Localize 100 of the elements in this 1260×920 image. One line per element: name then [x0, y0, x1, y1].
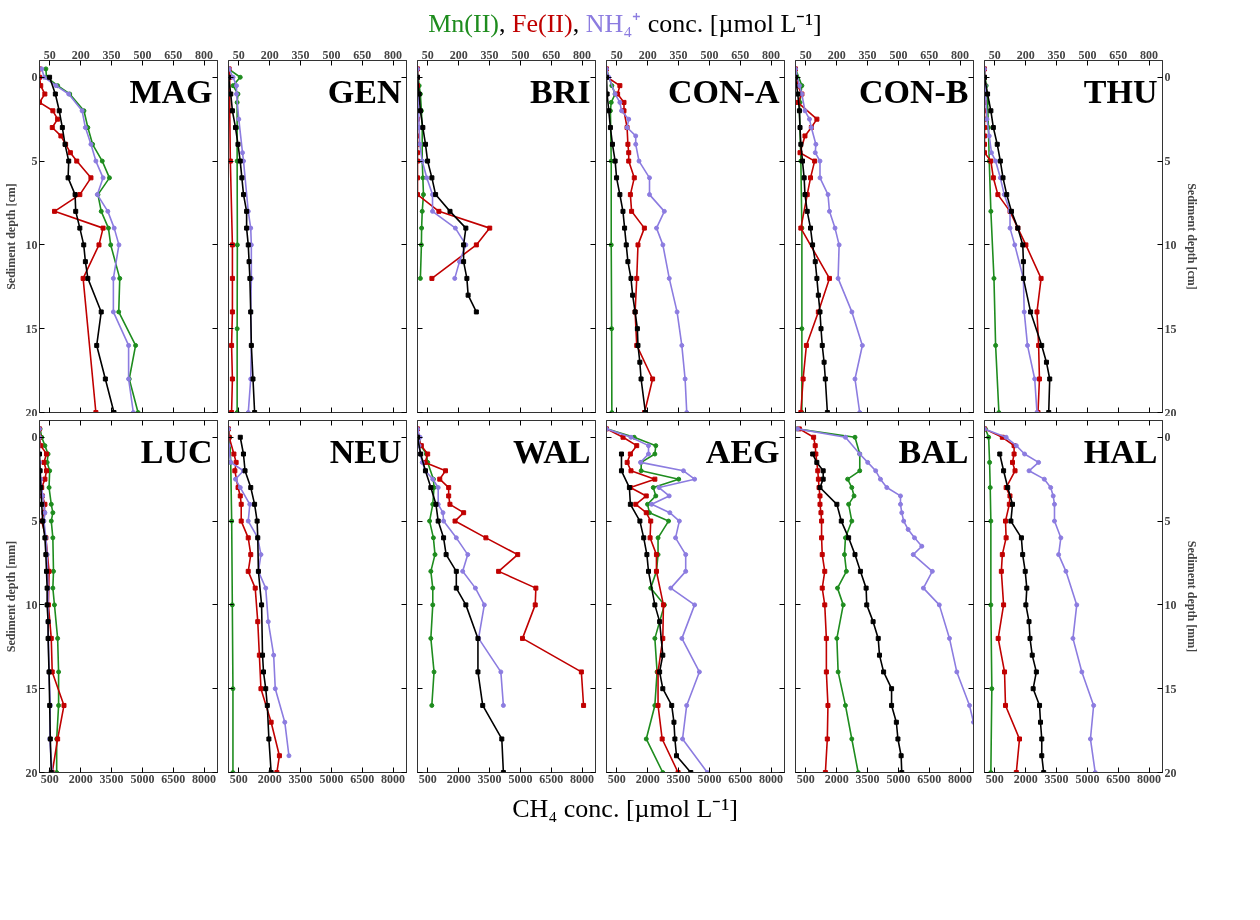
chart-title: BAL	[898, 432, 969, 470]
x-tick-label: 500	[796, 771, 815, 786]
x-tick-label: 500	[418, 771, 437, 786]
x-tick-label: 200	[638, 47, 657, 62]
x-tick-label: 50	[421, 47, 434, 62]
x-tick-label: 350	[1047, 47, 1066, 62]
x-tick-label: 6500	[161, 771, 186, 786]
y-tick-label: 10	[1164, 238, 1177, 253]
x-tick-label: 5000	[130, 771, 155, 786]
x-tick-label: 800	[195, 47, 214, 62]
x-tick-label: 500	[985, 771, 1004, 786]
x-tick-label: 5000	[697, 771, 722, 786]
x-tick-label: 650	[542, 47, 561, 62]
x-tick-label: 5000	[886, 771, 911, 786]
x-tick-label: 500	[322, 47, 341, 62]
y-tick-label: 0	[1164, 430, 1171, 445]
chart-title: THU	[1083, 72, 1158, 110]
x-tick-label: 500	[607, 771, 626, 786]
x-tick-label: 200	[827, 47, 846, 62]
chart-title: GEN	[327, 72, 402, 110]
x-tick-label: 5000	[1075, 771, 1100, 786]
y-tick-label: 20	[25, 405, 38, 420]
x-tick-label: 8000	[192, 771, 217, 786]
x-tick-label: 5000	[508, 771, 533, 786]
x-tick-label: 200	[260, 47, 279, 62]
x-tick-label: 2000	[824, 771, 849, 786]
chart-title: LUC	[140, 432, 213, 470]
y-tick-label: 10	[1164, 598, 1177, 613]
y-tick-label: 15	[25, 681, 38, 696]
x-tick-label: 350	[102, 47, 121, 62]
x-tick-label: 8000	[570, 771, 595, 786]
text: CH₄ conc. [µmol L⁻¹]	[512, 793, 738, 826]
x-tick-label: 650	[164, 47, 183, 62]
x-tick-label: 8000	[1137, 771, 1162, 786]
x-tick-label: 3500	[477, 771, 502, 786]
y-tick-label: 15	[25, 321, 38, 336]
x-tick-label: 50	[43, 47, 56, 62]
x-tick-label: 500	[229, 771, 248, 786]
x-tick-label: 500	[511, 47, 530, 62]
y-tick-label: 10	[25, 598, 38, 613]
y-tick-label: 0	[31, 430, 38, 445]
x-tick-label: 800	[1140, 47, 1159, 62]
text: Mn(II), Fe(II), NH₄⁺ conc. [µmol L⁻¹]	[428, 8, 822, 40]
x-tick-label: 50	[610, 47, 623, 62]
y-axis-title: Sediment depth [mm]	[3, 540, 18, 653]
y-tick-label: 0	[1164, 70, 1171, 85]
chart-title: CON-B	[858, 72, 969, 110]
chart-title: AEG	[705, 432, 780, 470]
x-tick-label: 500	[1078, 47, 1097, 62]
x-tick-label: 3500	[855, 771, 880, 786]
y-axis-title: Sediment depth [mm]	[1184, 540, 1199, 653]
x-tick-label: 6500	[1106, 771, 1131, 786]
x-tick-label: 2000	[1013, 771, 1038, 786]
y-tick-label: 20	[1164, 765, 1177, 780]
x-tick-label: 3500	[1044, 771, 1069, 786]
x-tick-label: 6500	[917, 771, 942, 786]
x-tick-label: 800	[762, 47, 781, 62]
x-tick-label: 6500	[728, 771, 753, 786]
x-tick-label: 2000	[257, 771, 282, 786]
x-tick-label: 2000	[68, 771, 93, 786]
x-tick-label: 8000	[759, 771, 784, 786]
x-tick-label: 8000	[381, 771, 406, 786]
x-tick-label: 200	[71, 47, 90, 62]
y-tick-label: 5	[31, 514, 38, 529]
x-tick-label: 350	[291, 47, 310, 62]
x-tick-label: 5000	[319, 771, 344, 786]
x-tick-label: 6500	[350, 771, 375, 786]
x-tick-label: 3500	[288, 771, 313, 786]
x-tick-label: 2000	[635, 771, 660, 786]
x-tick-label: 350	[480, 47, 499, 62]
chart-title: NEU	[329, 432, 402, 470]
x-tick-label: 350	[669, 47, 688, 62]
x-tick-label: 350	[858, 47, 877, 62]
y-axis-title: Sediment depth [cm]	[3, 183, 18, 290]
y-tick-label: 20	[1164, 405, 1177, 420]
chart-title: BRI	[530, 72, 591, 110]
x-tick-label: 50	[799, 47, 812, 62]
x-tick-label: 800	[951, 47, 970, 62]
y-tick-label: 5	[1164, 514, 1171, 529]
chart-title: MAG	[129, 72, 213, 110]
chart-title: CON-A	[668, 72, 780, 110]
x-tick-label: 500	[133, 47, 152, 62]
x-tick-label: 3500	[666, 771, 691, 786]
y-tick-label: 15	[1164, 321, 1177, 336]
y-tick-label: 5	[31, 154, 38, 169]
chart-title: HAL	[1083, 432, 1158, 470]
x-tick-label: 200	[449, 47, 468, 62]
chart-title: WAL	[513, 432, 591, 470]
x-tick-label: 3500	[99, 771, 124, 786]
y-tick-label: 20	[25, 765, 38, 780]
x-tick-label: 650	[731, 47, 750, 62]
x-tick-label: 650	[920, 47, 939, 62]
x-tick-label: 50	[988, 47, 1001, 62]
x-tick-label: 800	[573, 47, 592, 62]
x-tick-label: 2000	[446, 771, 471, 786]
y-tick-label: 10	[25, 238, 38, 253]
x-tick-label: 500	[889, 47, 908, 62]
x-tick-label: 500	[700, 47, 719, 62]
x-tick-label: 50	[232, 47, 245, 62]
x-tick-label: 200	[1016, 47, 1035, 62]
